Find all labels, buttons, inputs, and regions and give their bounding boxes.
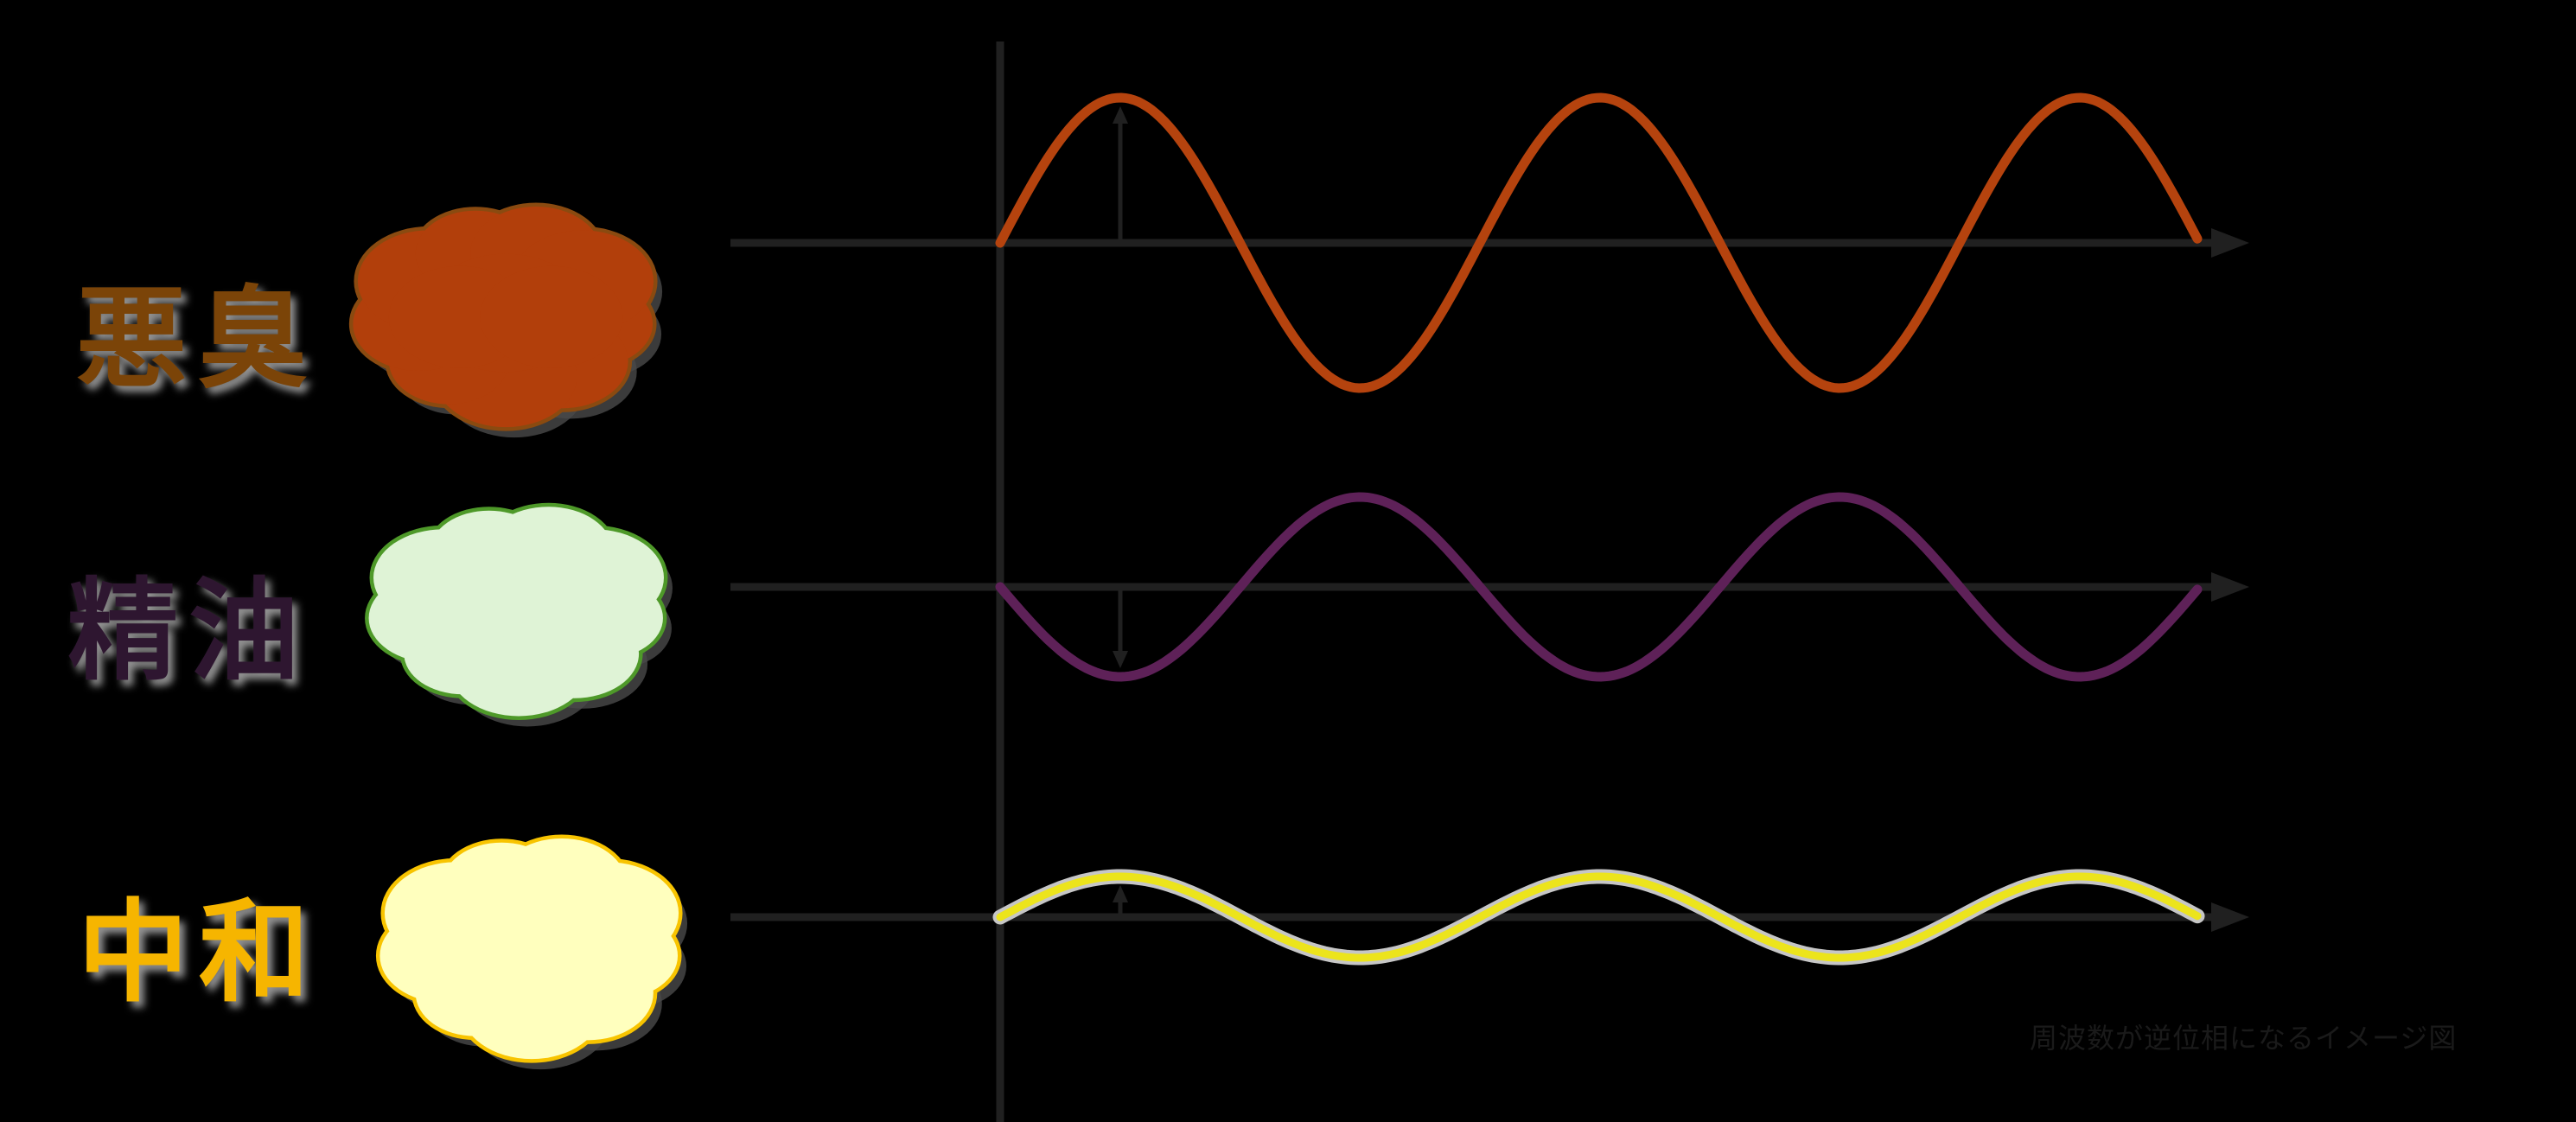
- row3-amplitude-arrow-head-icon: [1113, 885, 1128, 902]
- row3-wave: [996, 872, 2202, 962]
- row1-wave: [995, 92, 2203, 393]
- row3-axis-arrow-icon: [2211, 902, 2249, 932]
- row1-amplitude-arrow-head-icon: [1113, 106, 1128, 124]
- row2-wave: [995, 492, 2203, 682]
- row3-cloud-body: [506, 897, 648, 1000]
- row-label-neutralized: 中和: [78, 891, 321, 1015]
- row-label-essential-oil: 精油: [67, 570, 310, 693]
- row-label-malodor: 悪臭: [76, 277, 319, 401]
- row2-amplitude-arrow-head-icon: [1113, 651, 1128, 668]
- row2-cloud-body: [493, 563, 634, 660]
- figure-caption: 周波数が逆位相になるイメージ図: [2030, 1023, 2458, 1054]
- row1-cloud-body: [480, 265, 623, 368]
- row2-axis-arrow-icon: [2211, 572, 2249, 602]
- row1-axis-arrow-icon: [2211, 228, 2249, 258]
